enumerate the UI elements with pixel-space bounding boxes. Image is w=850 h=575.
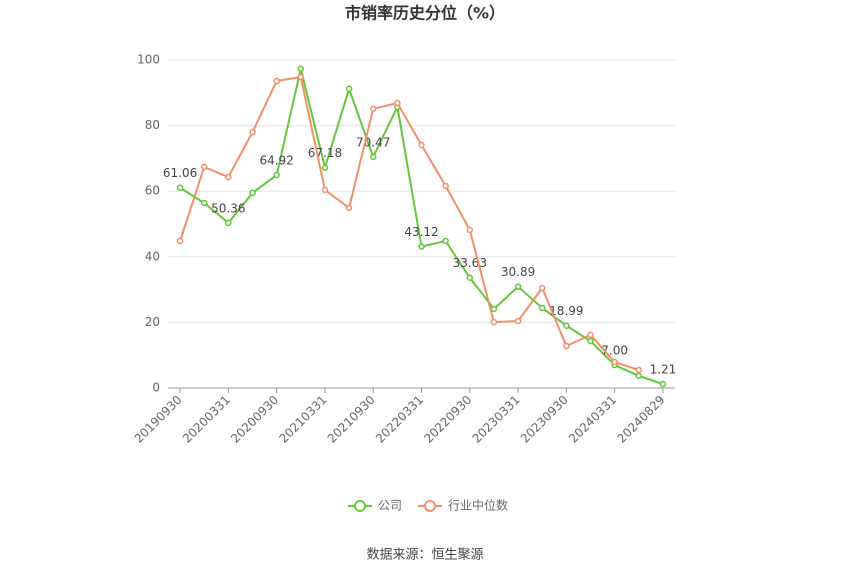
data-point xyxy=(587,337,594,345)
data-point xyxy=(442,182,449,190)
data-label: 33.63 xyxy=(453,256,487,270)
data-point xyxy=(273,77,280,85)
data-point xyxy=(176,237,184,245)
data-point xyxy=(442,237,449,245)
x-tick-label: 20230331 xyxy=(470,393,523,446)
data-point xyxy=(635,372,643,380)
y-tick-label: 20 xyxy=(145,315,160,329)
data-point xyxy=(490,305,498,313)
x-tick-label: 20220930 xyxy=(421,393,474,446)
data-point xyxy=(200,163,208,171)
data-point xyxy=(369,105,377,113)
y-tick-label: 60 xyxy=(145,184,160,198)
data-label: 67.18 xyxy=(308,146,342,160)
data-point xyxy=(538,284,546,292)
data-point xyxy=(563,322,570,329)
x-tick-label: 20220331 xyxy=(373,393,426,446)
x-tick-label: 20240331 xyxy=(566,393,619,446)
y-tick-label: 100 xyxy=(137,53,160,67)
data-point xyxy=(176,184,184,191)
data-point xyxy=(418,141,425,149)
data-point xyxy=(225,173,232,181)
data-point xyxy=(273,171,280,179)
legend-label: 行业中位数 xyxy=(448,498,508,513)
y-tick-label: 40 xyxy=(145,249,160,263)
data-point xyxy=(369,153,377,161)
data-label: 70.47 xyxy=(356,135,390,149)
data-point xyxy=(200,199,208,207)
data-point xyxy=(490,318,498,326)
series-line xyxy=(179,75,640,371)
data-point xyxy=(297,73,305,81)
data-point xyxy=(538,304,546,312)
chart-title: 市销率历史分位（%） xyxy=(345,4,505,23)
y-tick-label: 80 xyxy=(145,118,160,132)
x-tick-label: 20230930 xyxy=(518,393,571,446)
data-label: 50.36 xyxy=(211,201,245,215)
x-tick-label: 20240829 xyxy=(614,393,667,446)
x-tick-label: 20200331 xyxy=(180,393,233,446)
data-label: 61.06 xyxy=(163,166,197,180)
data-point xyxy=(659,380,667,388)
data-point xyxy=(249,189,256,197)
data-point xyxy=(345,204,353,212)
data-point xyxy=(249,128,256,136)
legend-label: 公司 xyxy=(378,499,402,513)
data-label: 1.21 xyxy=(650,363,677,377)
x-tick-label: 20210930 xyxy=(325,393,378,446)
data-point xyxy=(321,164,329,171)
data-label: 18.99 xyxy=(549,304,583,318)
data-point xyxy=(514,283,522,290)
data-point xyxy=(394,99,401,107)
data-point xyxy=(225,219,232,227)
data-point xyxy=(466,274,474,281)
source-note: 数据来源：恒生聚源 xyxy=(366,548,483,563)
x-tick-label: 20210331 xyxy=(276,393,329,446)
data-point xyxy=(587,331,594,339)
x-tick-label: 20200930 xyxy=(228,393,281,446)
data-point xyxy=(418,243,425,250)
data-point xyxy=(297,65,305,73)
data-point xyxy=(611,358,618,366)
data-point xyxy=(466,226,474,234)
data-label: 43.12 xyxy=(404,225,438,239)
legend-marker xyxy=(424,500,436,512)
data-point xyxy=(345,85,353,93)
data-label: 30.89 xyxy=(501,265,535,279)
data-point xyxy=(321,186,329,194)
y-tick-label: 0 xyxy=(152,381,160,395)
data-point xyxy=(635,366,643,374)
data-point xyxy=(563,342,570,350)
data-label: 64.92 xyxy=(259,154,293,168)
legend-marker xyxy=(354,500,366,512)
data-point xyxy=(514,317,522,325)
x-tick-label: 20190930 xyxy=(132,393,185,446)
